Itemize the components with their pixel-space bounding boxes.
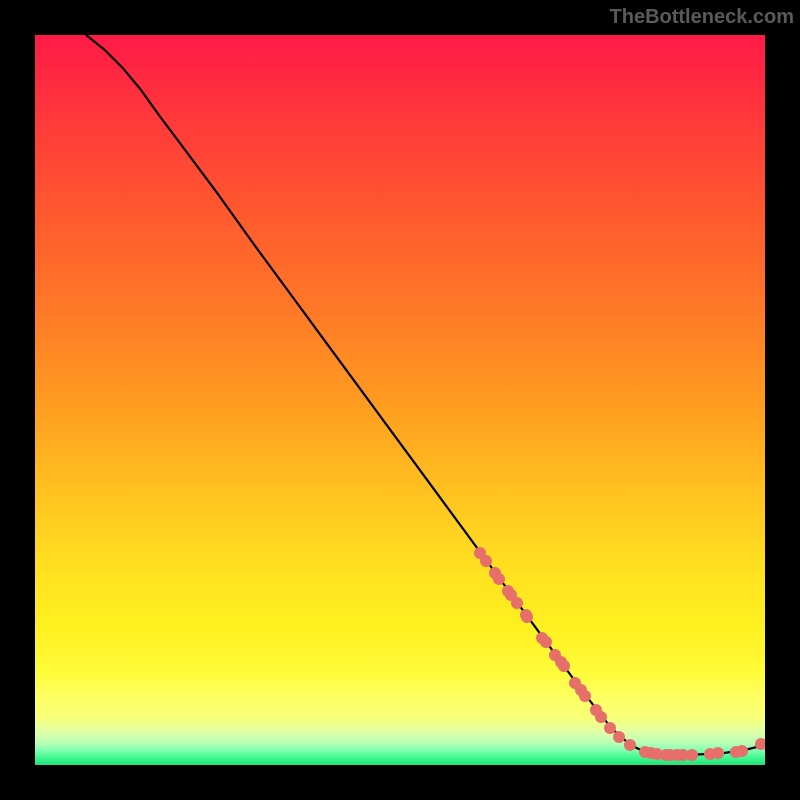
data-marker [624, 739, 636, 751]
data-marker [755, 738, 765, 750]
data-marker [480, 555, 492, 567]
data-marker [595, 711, 607, 723]
data-marker [540, 636, 552, 648]
data-marker [613, 731, 625, 743]
plot-area [35, 35, 765, 765]
data-marker [736, 745, 748, 757]
data-marker [505, 589, 517, 601]
data-marker [579, 690, 591, 702]
markers-layer [35, 35, 765, 765]
chart-container: TheBottleneck.com [0, 0, 800, 800]
data-marker [521, 611, 533, 623]
data-marker [493, 573, 505, 585]
data-marker [712, 747, 724, 759]
data-marker [686, 749, 698, 761]
data-marker [558, 660, 570, 672]
attribution-text: TheBottleneck.com [610, 6, 794, 29]
